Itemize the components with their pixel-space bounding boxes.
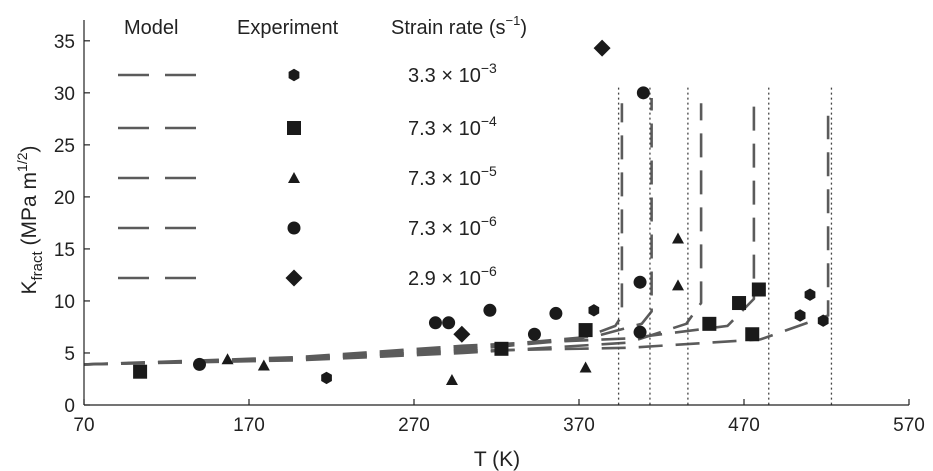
y-axis-title-close: ) bbox=[18, 145, 41, 152]
data-point-triangle bbox=[672, 279, 684, 291]
legend-rate-exponent: −6 bbox=[481, 213, 497, 229]
legend-marker-hexagon bbox=[288, 68, 300, 82]
data-point-triangle bbox=[672, 232, 684, 244]
model-curves bbox=[84, 98, 830, 366]
x-tick-label: 270 bbox=[398, 415, 430, 436]
x-tick-label: 170 bbox=[233, 415, 265, 436]
data-point-square bbox=[745, 327, 760, 342]
data-point-circle bbox=[483, 303, 497, 317]
y-axis-title-sub: fract bbox=[29, 250, 46, 280]
y-axis-title-sup: 1/2 bbox=[14, 152, 30, 172]
legend-rate-header: Strain rate (s−1) bbox=[391, 13, 527, 39]
axes: 70 170 270 370 470 570 0 5 10 15 20 25 30 35 bbox=[54, 20, 925, 436]
data-point-square bbox=[732, 296, 747, 311]
data-point-circle bbox=[428, 316, 442, 330]
legend-rate-exponent: −6 bbox=[481, 263, 497, 279]
model-curve bbox=[84, 103, 703, 366]
data-point-circle bbox=[633, 275, 647, 289]
data-point-triangle bbox=[579, 361, 592, 373]
legend-marker-diamond bbox=[285, 269, 303, 287]
x-tick-label: 370 bbox=[563, 415, 595, 436]
legend-rate-label: 2.9 × 10−6 bbox=[408, 263, 497, 290]
y-tick-label: 15 bbox=[54, 240, 75, 261]
legend-rate-exponent: −5 bbox=[481, 163, 497, 179]
legend-model-header: Model bbox=[124, 17, 178, 39]
legend-rate-label: 7.3 × 10−6 bbox=[408, 213, 497, 240]
data-point-hexagon bbox=[794, 309, 806, 322]
data-point-circle bbox=[549, 306, 563, 320]
legend-rate-mantissa: 2.9 × 10 bbox=[408, 268, 481, 290]
data-point-hexagon bbox=[804, 288, 816, 301]
legend-rate-label: 7.3 × 10−4 bbox=[408, 113, 497, 140]
x-tick-label: 570 bbox=[893, 415, 925, 436]
data-point-hexagon bbox=[817, 314, 829, 327]
legend-rate-header-sup: −1 bbox=[505, 13, 520, 28]
x-tick-label: 470 bbox=[728, 415, 760, 436]
legend: Model Experiment Strain rate (s−1) 3.3 ×… bbox=[118, 13, 527, 290]
legend-rate-mantissa: 3.3 × 10 bbox=[408, 65, 481, 87]
data-point-square bbox=[751, 282, 766, 297]
legend-marker-circle bbox=[287, 221, 301, 235]
data-point-square bbox=[702, 316, 717, 331]
y-axis-title-rest: (MPa m bbox=[18, 172, 41, 251]
model-curve bbox=[84, 98, 653, 366]
legend-rate-mantissa: 7.3 × 10 bbox=[408, 218, 481, 240]
y-axis-title-base: K bbox=[18, 280, 41, 294]
legend-rate-mantissa: 7.3 × 10 bbox=[408, 168, 481, 190]
model-curve bbox=[84, 103, 624, 366]
legend-rate-label: 3.3 × 10−3 bbox=[408, 60, 497, 87]
data-point-square bbox=[494, 341, 509, 356]
data-point-circle bbox=[442, 316, 456, 330]
data-point-diamond bbox=[593, 39, 611, 57]
data-point-circle bbox=[193, 357, 206, 371]
legend-rate-exponent: −4 bbox=[481, 113, 497, 129]
y-tick-label: 5 bbox=[64, 344, 75, 365]
experiment-points bbox=[133, 39, 829, 386]
legend-rate-mantissa: 7.3 × 10 bbox=[408, 118, 481, 140]
data-point-square bbox=[578, 323, 593, 338]
model-curve bbox=[84, 98, 756, 366]
legend-experiment-header: Experiment bbox=[237, 17, 339, 39]
y-tick-label: 30 bbox=[54, 84, 75, 105]
y-tick-label: 20 bbox=[54, 188, 75, 209]
legend-rate-exponent: −3 bbox=[481, 60, 497, 76]
data-point-triangle bbox=[445, 374, 458, 386]
data-point-circle bbox=[636, 86, 650, 100]
data-point-circle bbox=[527, 327, 541, 341]
data-point-triangle bbox=[257, 359, 270, 371]
data-point-square bbox=[133, 364, 148, 379]
y-tick-label: 10 bbox=[54, 292, 75, 313]
legend-rate-header-close: ) bbox=[520, 17, 527, 39]
data-point-hexagon bbox=[588, 304, 600, 317]
y-tick-label: 0 bbox=[64, 396, 75, 417]
data-point-hexagon bbox=[321, 371, 332, 385]
model-curve bbox=[84, 115, 830, 366]
data-point-diamond bbox=[453, 325, 471, 343]
y-axis-title: Kfract (MPa m1/2) bbox=[14, 145, 46, 294]
legend-marker-square bbox=[287, 121, 301, 135]
y-tick-label: 35 bbox=[54, 32, 75, 53]
data-point-circle bbox=[633, 325, 647, 339]
legend-rate-label: 7.3 × 10−5 bbox=[408, 163, 497, 190]
x-axis-title: T (K) bbox=[474, 448, 520, 471]
y-tick-label: 25 bbox=[54, 136, 75, 157]
x-tick-label: 70 bbox=[73, 415, 94, 436]
legend-rate-header-text: Strain rate (s bbox=[391, 17, 505, 39]
legend-marker-triangle bbox=[288, 172, 300, 183]
data-point-triangle bbox=[221, 353, 234, 365]
